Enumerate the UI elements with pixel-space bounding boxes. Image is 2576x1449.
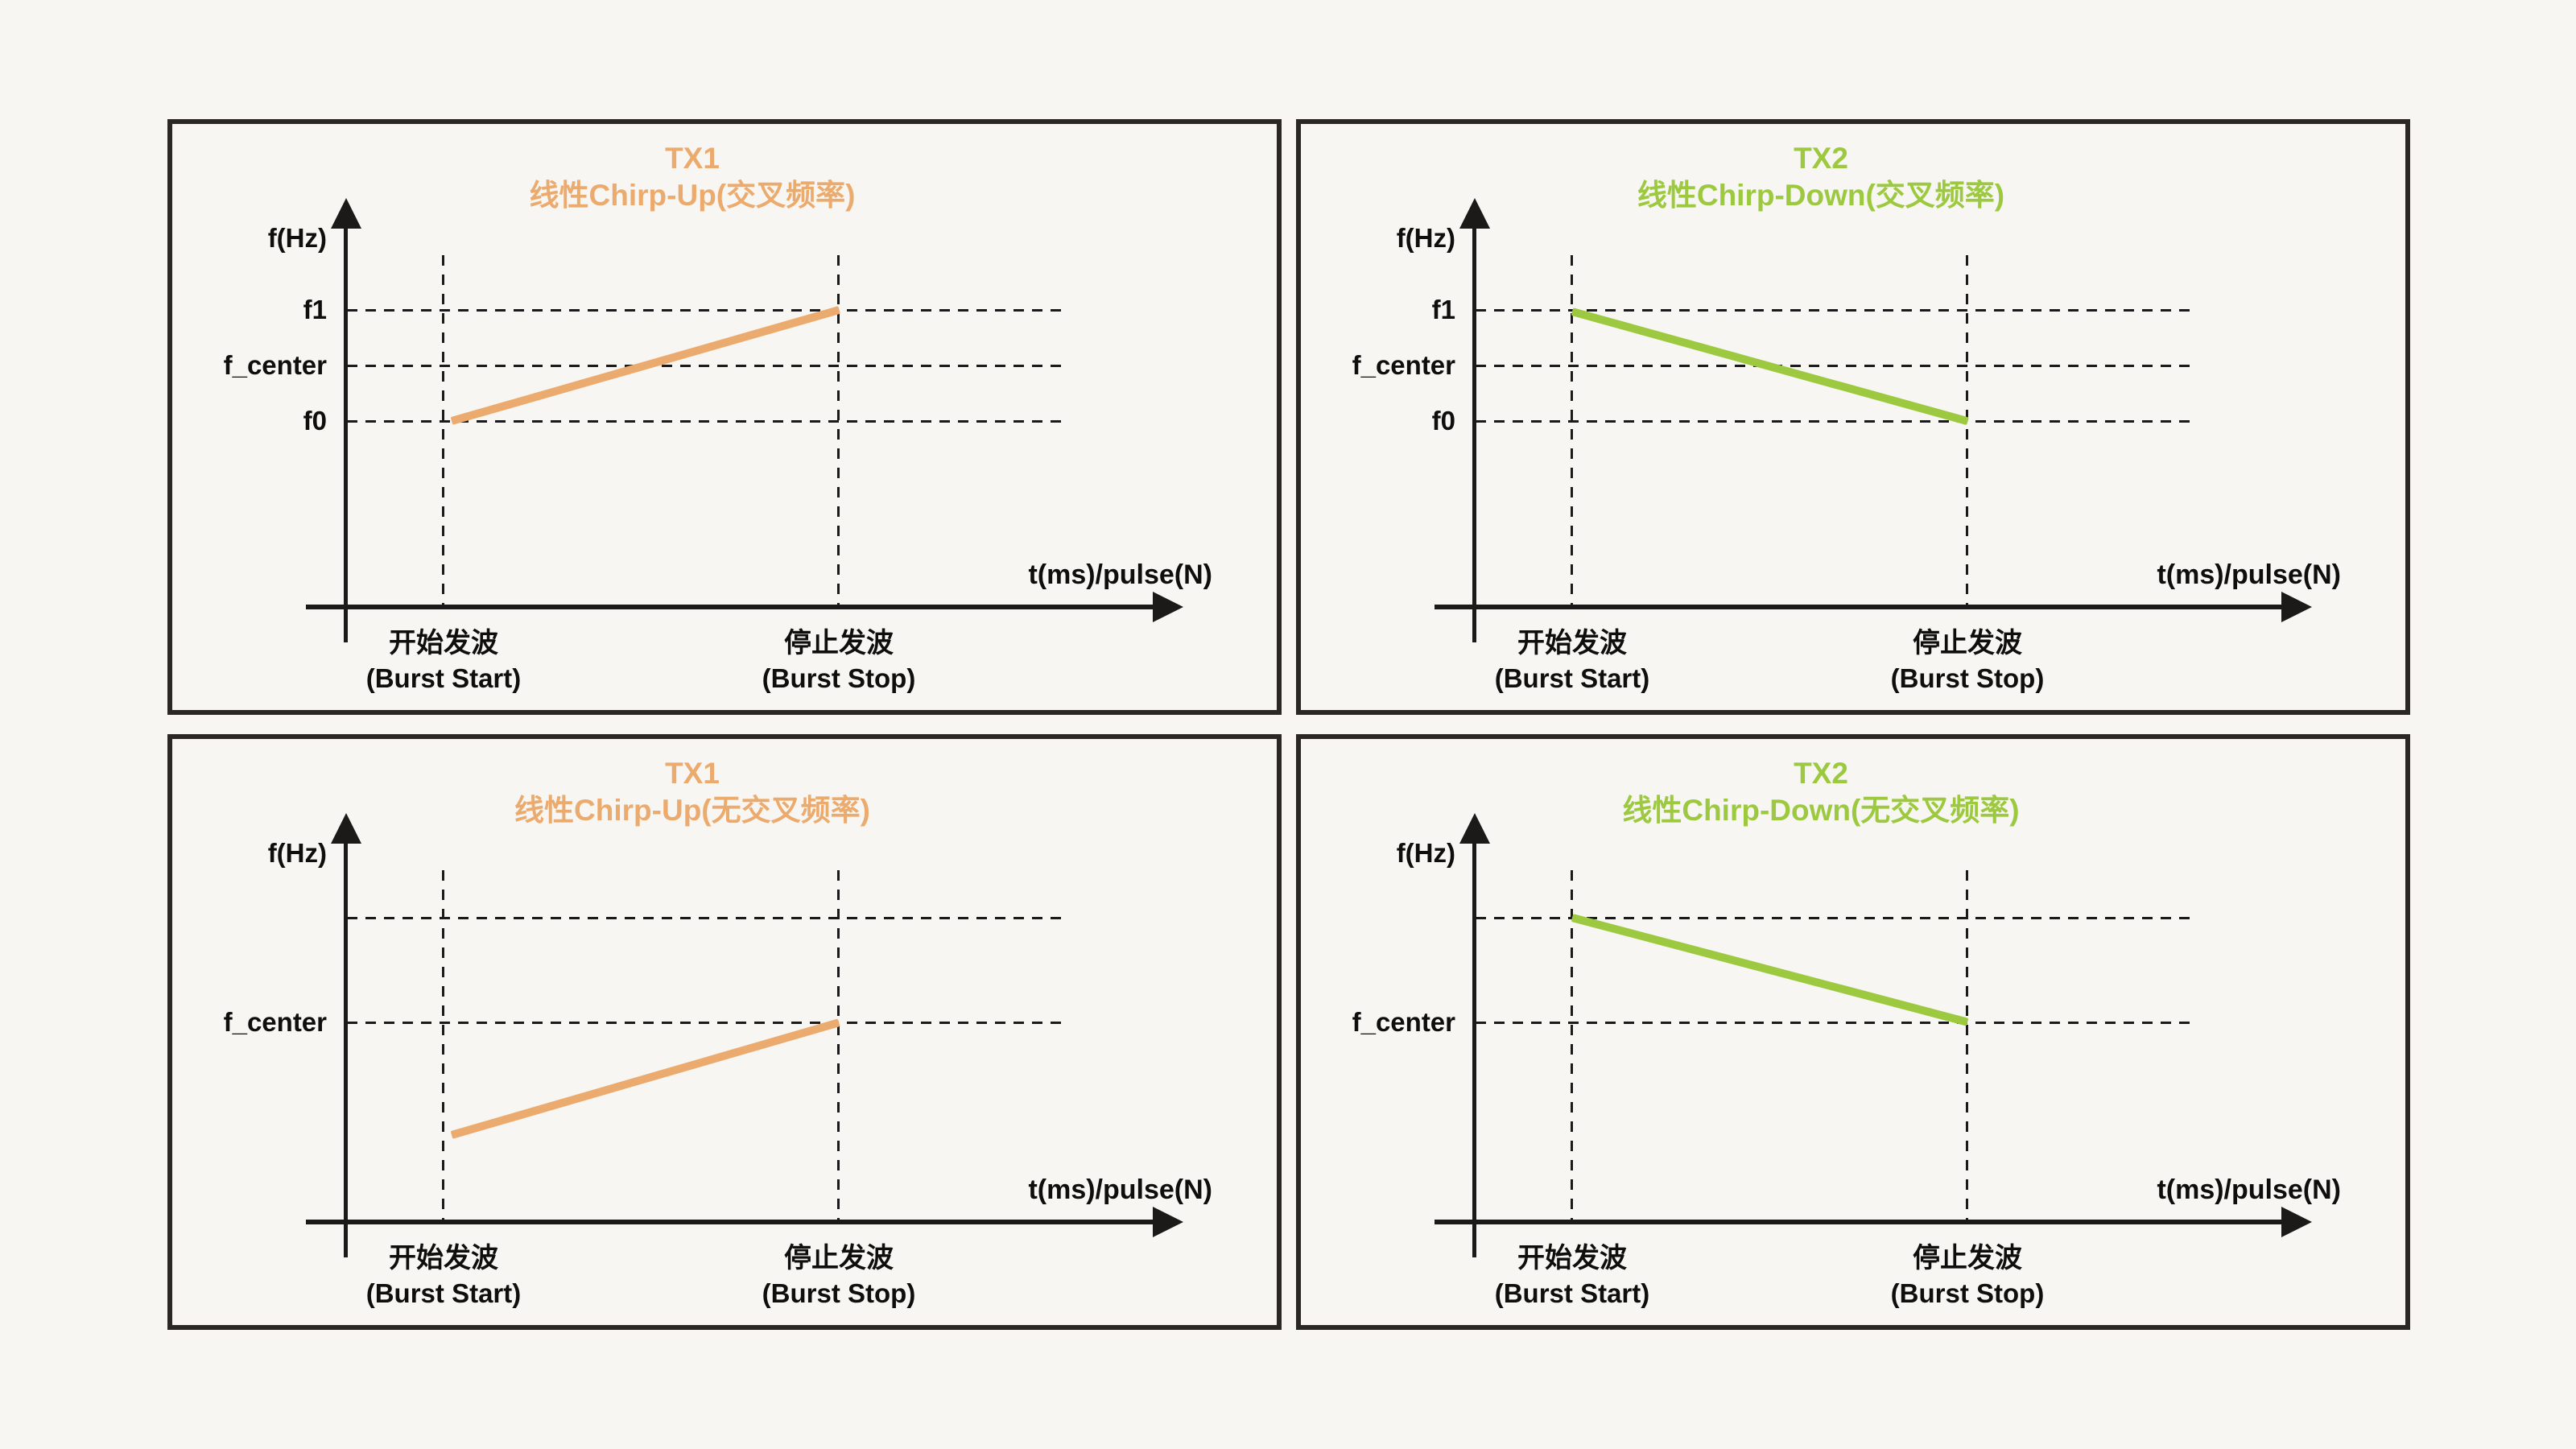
burst-stop-label-en: (Burst Stop) [1890,663,2045,693]
gridline-f1 [1476,309,2193,312]
y-axis-line [344,828,348,1257]
burst-stop-label-cn: 停止发波 [784,1243,894,1274]
panel-tx1-chirp-up-crossed: TX1 线性Chirp-Up(交叉频率) f(Hz) t(ms)/pulse(N… [167,119,1282,715]
burst-start-label-cn: 开始发波 [1517,1243,1627,1274]
panel-subtitle: 线性Chirp-Up(无交叉频率) [514,794,870,827]
panel-title-block: TX1 线性Chirp-Up(无交叉频率) [172,755,1212,829]
freq-label-f1: f1 [1431,295,1455,324]
y-axis-line [1472,828,1476,1257]
gridline-upper [347,917,1064,919]
gridline-burst-start [1571,255,1573,606]
x-axis-label: t(ms)/pulse(N) [1028,559,1212,590]
x-axis-label: t(ms)/pulse(N) [2157,1174,2341,1205]
gridline-upper [1476,917,2193,919]
freq-label-f-center: f_center [223,350,327,380]
y-axis-line [1472,213,1476,642]
burst-stop-label-cn: 停止发波 [1913,628,2022,658]
burst-start-label-en: (Burst Start) [365,1278,522,1308]
chirp-line [1571,914,1969,1026]
burst-stop-label-en: (Burst Stop) [762,663,916,693]
burst-stop-label-en: (Burst Stop) [1890,1278,2045,1308]
burst-start-label-cn: 开始发波 [1517,628,1627,658]
x-axis-line [306,1220,1156,1224]
freq-label-f-center: f_center [223,1007,327,1037]
panel-tx1-chirp-up-non-crossed: TX1 线性Chirp-Up(无交叉频率) f(Hz) t(ms)/pulse(… [167,734,1282,1330]
x-axis-arrow-icon [1153,592,1183,622]
burst-stop-label-cn: 停止发波 [784,628,894,658]
x-axis-line [1435,605,2285,609]
burst-start-label-cn: 开始发波 [389,1243,498,1274]
panel-title-block: TX2 线性Chirp-Down(交叉频率) [1301,140,2341,214]
gridline-f-center [347,1022,1064,1024]
panel-title-block: TX1 线性Chirp-Up(交叉频率) [172,140,1212,214]
y-axis-label: f(Hz) [1396,838,1455,868]
x-axis-label: t(ms)/pulse(N) [2157,559,2341,590]
panel-subtitle: 线性Chirp-Down(交叉频率) [1637,179,2005,212]
freq-label-f1: f1 [303,295,327,324]
y-axis-line [344,213,348,642]
gridline-f-center [1476,365,2193,367]
x-axis-arrow-icon [2281,1207,2312,1237]
freq-label-f0: f0 [1431,406,1455,436]
gridline-burst-stop [837,870,840,1221]
x-axis-label: t(ms)/pulse(N) [1028,1174,1212,1205]
x-axis-line [306,605,1156,609]
gridline-f1 [347,309,1064,312]
burst-stop-label-en: (Burst Stop) [762,1278,916,1308]
panel-title: TX1 [665,142,720,175]
chirp-line [450,1018,840,1139]
freq-label-f0: f0 [303,406,327,436]
gridline-f-center [1476,1022,2193,1024]
panel-title-block: TX2 线性Chirp-Down(无交叉频率) [1301,755,2341,829]
gridline-burst-stop [1966,255,1968,606]
gridline-f0 [347,420,1064,423]
burst-stop-label-cn: 停止发波 [1913,1243,2022,1274]
panel-subtitle: 线性Chirp-Down(无交叉频率) [1622,794,2020,827]
freq-label-f-center: f_center [1352,350,1455,380]
burst-start-label-en: (Burst Start) [1494,1278,1650,1308]
x-axis-arrow-icon [1153,1207,1183,1237]
freq-label-f-center: f_center [1352,1007,1455,1037]
y-axis-label: f(Hz) [1396,223,1455,253]
panel-tx2-chirp-down-crossed: TX2 线性Chirp-Down(交叉频率) f(Hz) t(ms)/pulse… [1296,119,2410,715]
x-axis-line [1435,1220,2285,1224]
x-axis-arrow-icon [2281,592,2312,622]
burst-start-label-cn: 开始发波 [389,628,498,658]
gridline-burst-start [442,870,444,1221]
panel-subtitle: 线性Chirp-Up(交叉频率) [529,179,856,212]
gridline-burst-stop [1966,870,1968,1221]
panel-title: TX1 [665,757,720,790]
burst-start-label-en: (Burst Start) [365,663,522,693]
gridline-f-center [347,365,1064,367]
burst-start-label-en: (Burst Start) [1494,663,1650,693]
y-axis-label: f(Hz) [267,223,327,253]
gridline-burst-stop [837,255,840,606]
panel-tx2-chirp-down-non-crossed: TX2 线性Chirp-Down(无交叉频率) f(Hz) t(ms)/puls… [1296,734,2410,1330]
gridline-burst-start [442,255,444,606]
y-axis-label: f(Hz) [267,838,327,868]
gridline-burst-start [1571,870,1573,1221]
panel-title: TX2 [1794,757,1848,790]
panel-title: TX2 [1794,142,1848,175]
gridline-f0 [1476,420,2193,423]
